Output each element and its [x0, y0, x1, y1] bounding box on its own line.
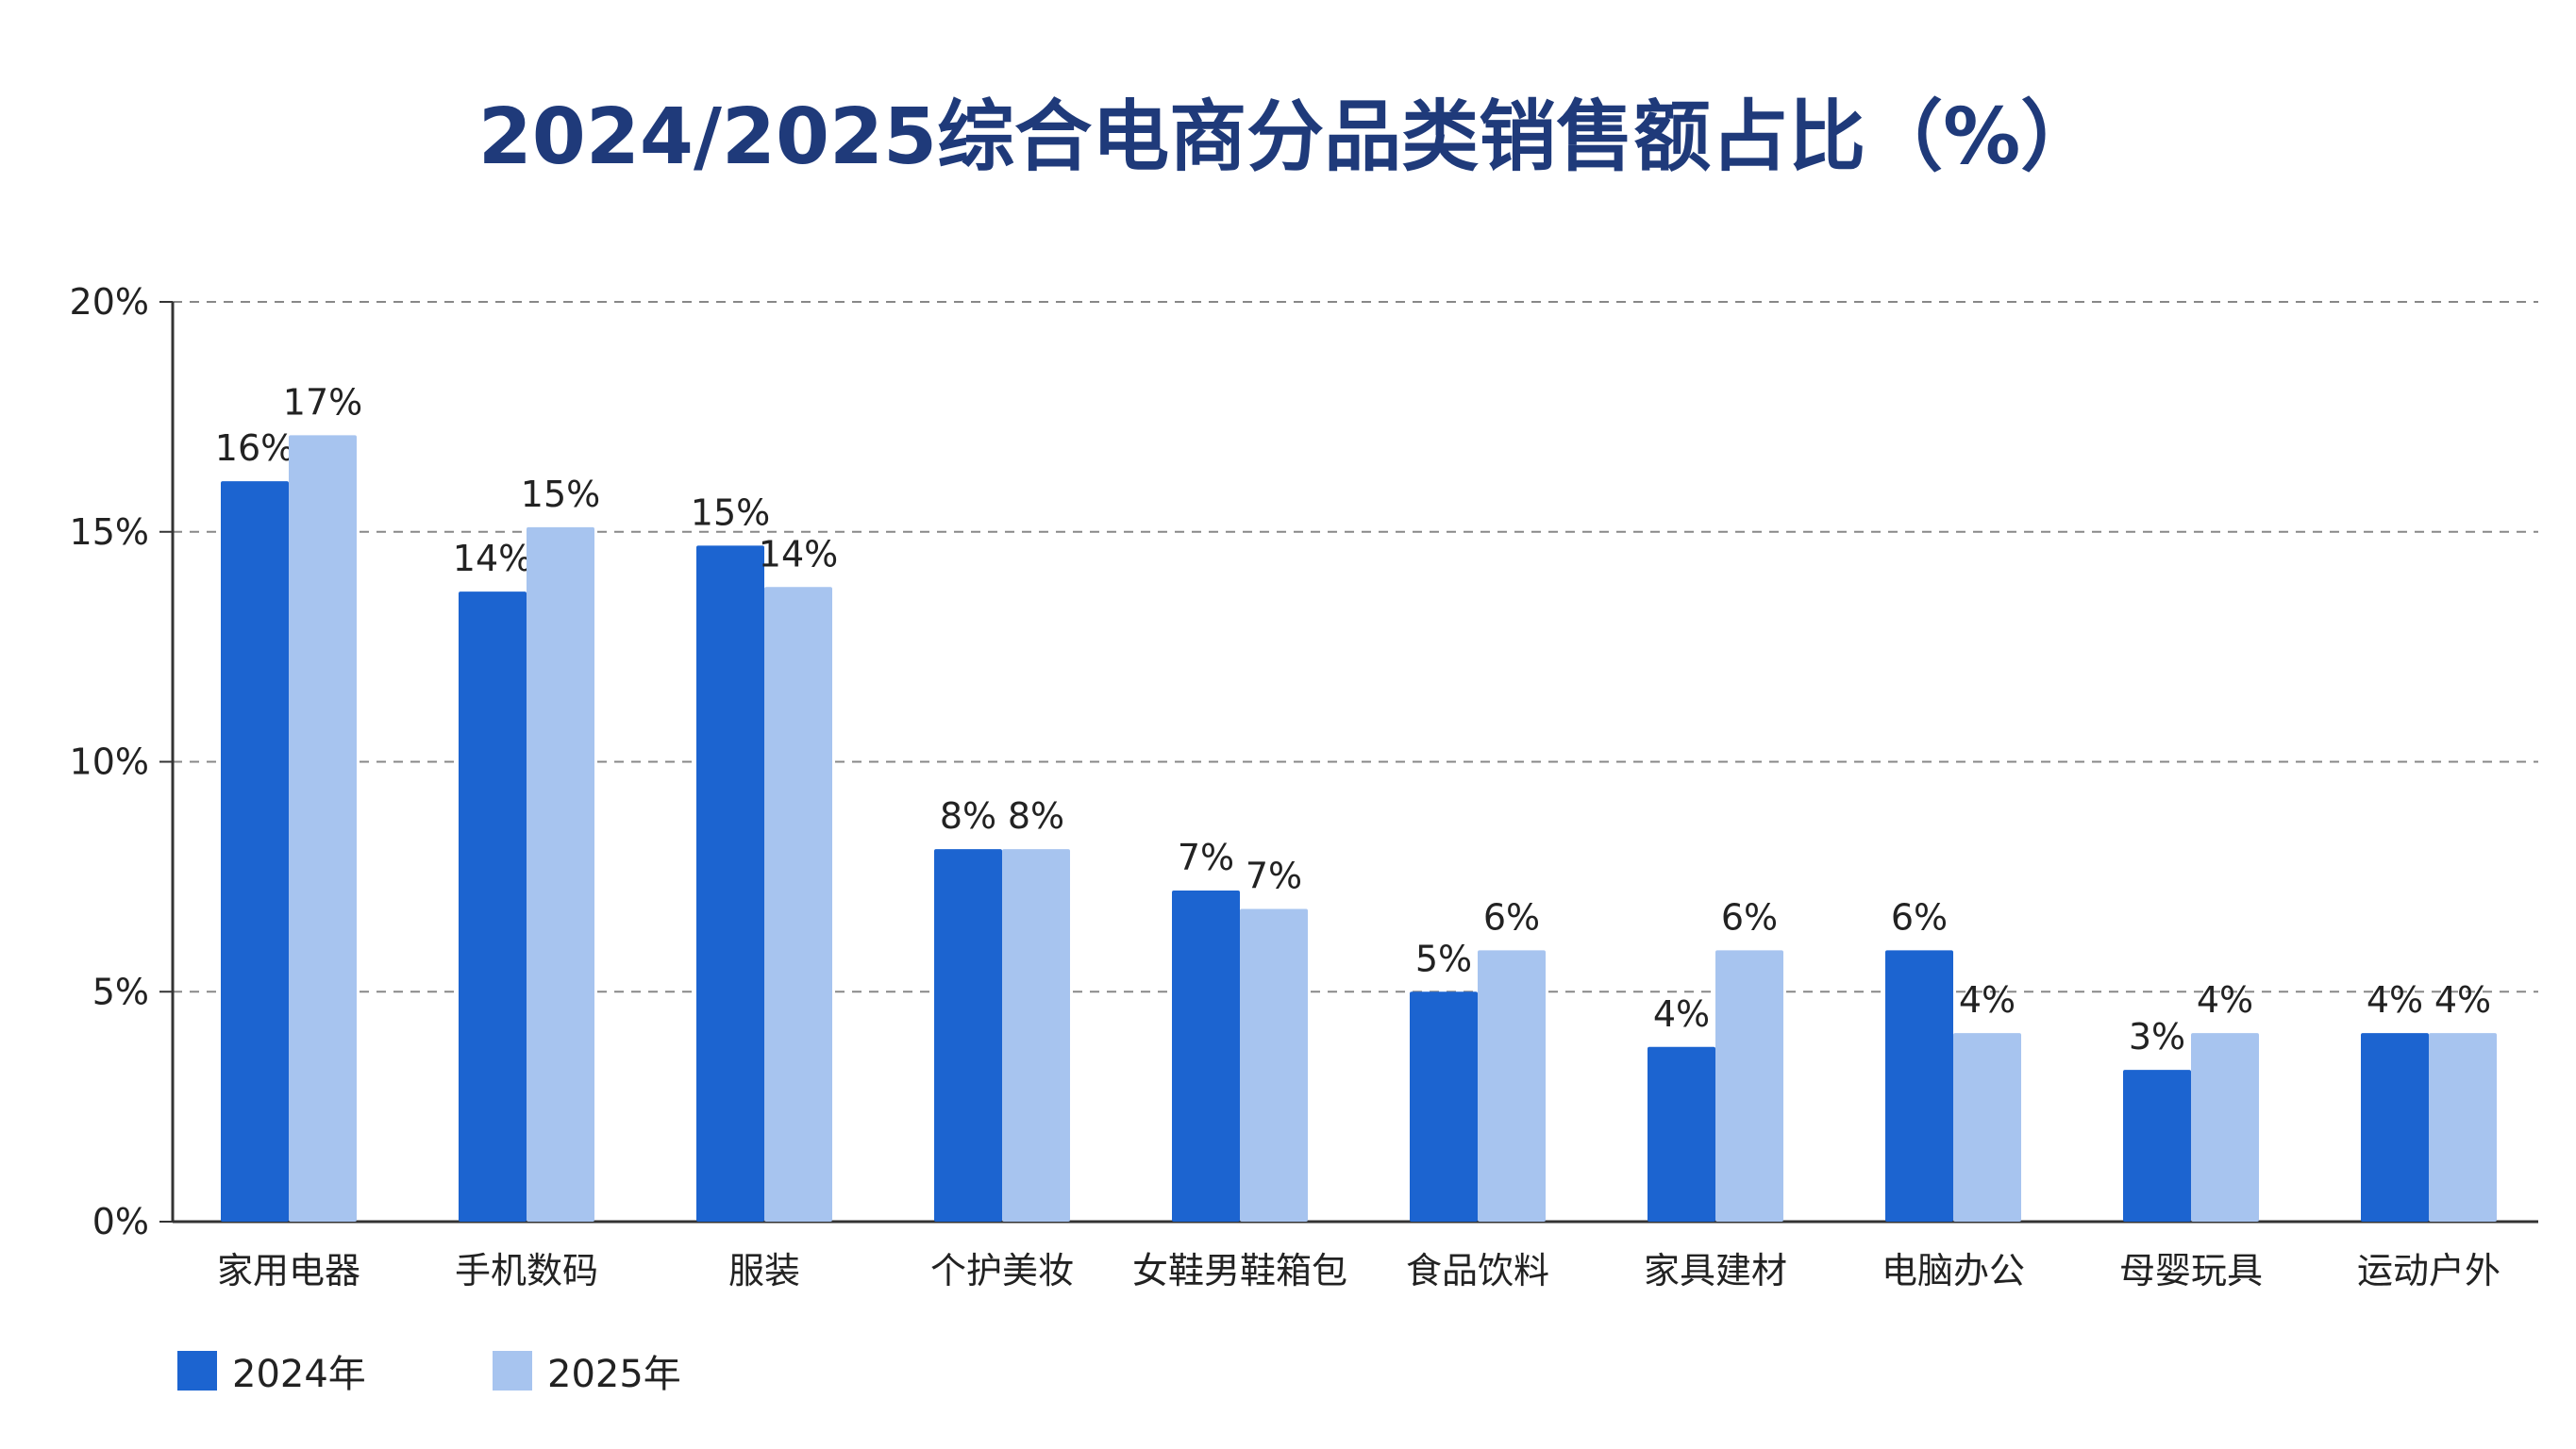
- data-label: 7%: [1246, 856, 1302, 897]
- data-label: 6%: [1891, 896, 1948, 938]
- x-tick-label: 食品饮料: [1406, 1250, 1549, 1291]
- legend-swatch-2025: [493, 1351, 532, 1391]
- bar-2025: [1002, 849, 1070, 1222]
- x-tick-label: 家具建材: [1644, 1250, 1787, 1291]
- y-tick-label: 5%: [92, 971, 149, 1012]
- bar-2024: [459, 591, 527, 1222]
- bar-2024: [2361, 1033, 2429, 1222]
- bar-2025: [764, 587, 832, 1222]
- data-label: 6%: [1721, 896, 1778, 938]
- data-label: 14%: [453, 538, 532, 579]
- data-label: 6%: [1483, 896, 1540, 938]
- data-label: 4%: [2197, 979, 2253, 1021]
- data-label: 8%: [940, 795, 996, 837]
- data-label: 14%: [759, 533, 838, 575]
- data-label: 15%: [691, 491, 770, 533]
- bar-2024: [1172, 891, 1240, 1222]
- y-tick-label: 10%: [70, 741, 149, 783]
- y-tick-label: 0%: [92, 1201, 149, 1242]
- bar-2024: [1648, 1046, 1715, 1222]
- data-label: 8%: [1008, 795, 1064, 837]
- x-tick-label: 运动户外: [2357, 1250, 2501, 1291]
- data-label: 4%: [1653, 993, 1710, 1035]
- bar-2025: [1953, 1033, 2021, 1222]
- bar-2024: [221, 481, 289, 1222]
- x-tick-label: 服装: [728, 1250, 800, 1291]
- bar-2024: [1410, 991, 1478, 1222]
- data-label: 3%: [2129, 1016, 2185, 1058]
- bar-2025: [2429, 1033, 2497, 1222]
- data-label: 4%: [2367, 979, 2423, 1021]
- legend-label-2025: 2025年: [547, 1353, 681, 1396]
- bar-2024: [1885, 950, 1953, 1222]
- bar-2024: [2123, 1070, 2191, 1222]
- y-tick-label: 20%: [70, 281, 149, 323]
- x-tick-label: 手机数码: [455, 1250, 598, 1291]
- bar-2024: [934, 849, 1002, 1222]
- bar-2024: [696, 545, 764, 1222]
- data-label: 4%: [2434, 979, 2491, 1021]
- bar-2025: [1478, 950, 1546, 1222]
- x-tick-label: 家用电器: [217, 1250, 360, 1291]
- data-label: 17%: [283, 381, 362, 423]
- data-label: 4%: [1959, 979, 2016, 1021]
- x-tick-label: 个护美妆: [930, 1250, 1074, 1291]
- legend-item-2025: 2025年: [493, 1343, 681, 1398]
- data-label: 16%: [215, 427, 294, 469]
- chart-title: 2024/2025综合电商分品类销售额占比（%）: [477, 92, 2099, 182]
- bar-2025: [289, 435, 357, 1222]
- bar-2025: [1715, 950, 1783, 1222]
- legend-label-2024: 2024年: [232, 1353, 366, 1396]
- data-label: 15%: [521, 474, 600, 515]
- bar-2025: [527, 526, 594, 1222]
- data-label: 5%: [1415, 938, 1472, 979]
- x-tick-label: 电脑办公: [1882, 1250, 2025, 1291]
- bar-2025: [2191, 1033, 2259, 1222]
- x-tick-label: 女鞋男鞋箱包: [1132, 1250, 1347, 1291]
- data-label: 7%: [1178, 837, 1234, 878]
- legend-item-2024: 2024年: [177, 1343, 366, 1398]
- y-tick-label: 15%: [70, 511, 149, 553]
- bar-2025: [1240, 908, 1308, 1222]
- x-tick-label: 母婴玩具: [2119, 1250, 2263, 1291]
- legend-swatch-2024: [177, 1351, 217, 1391]
